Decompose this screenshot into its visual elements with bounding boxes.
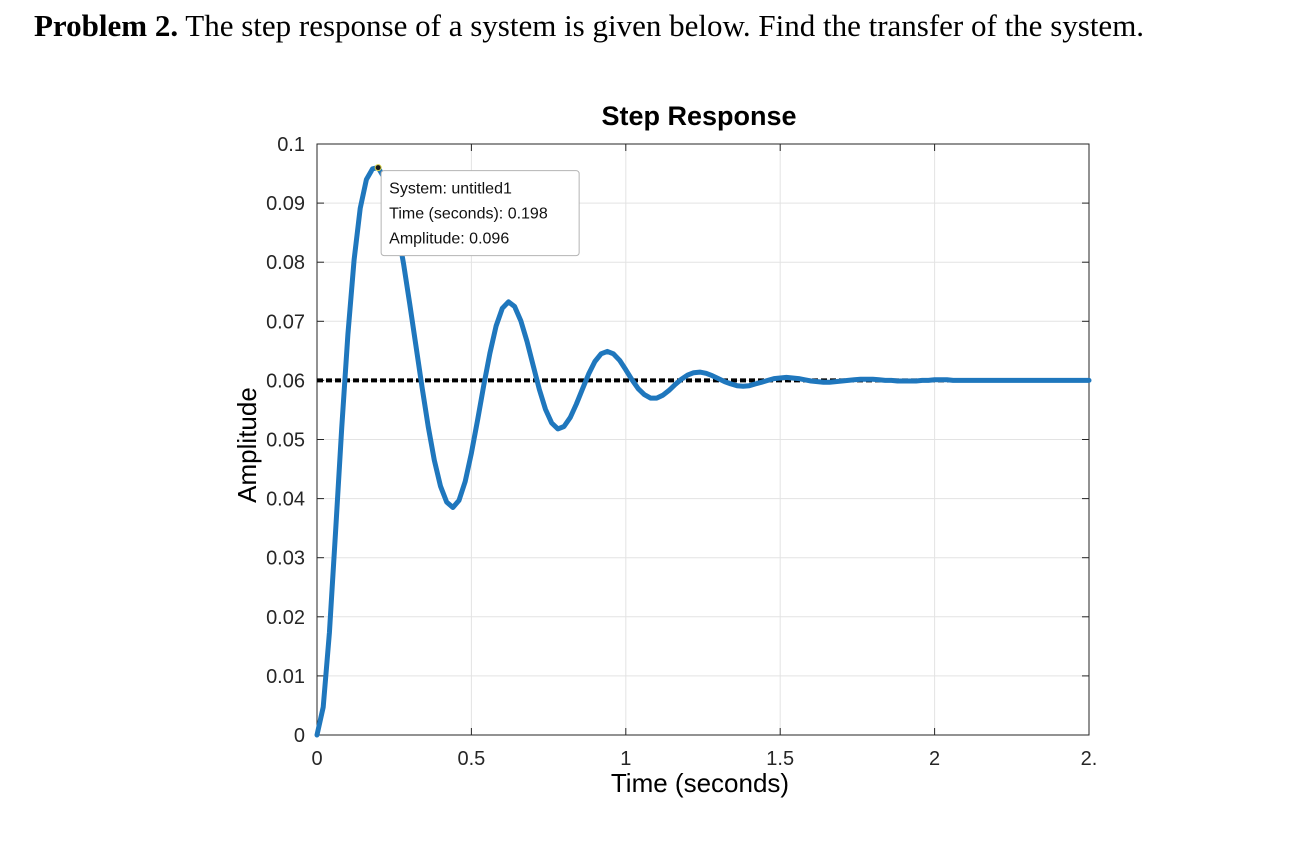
datatip[interactable]: System: untitled1 Time (seconds): 0.198 … [380,170,580,257]
y-tick-label: 0 [294,725,305,747]
y-tick-label: 0.03 [266,548,305,570]
y-tick-label: 0.05 [266,430,305,452]
x-tick-label: 0 [311,748,322,770]
y-tick-label: 0.09 [266,193,305,215]
y-tick-label: 0.02 [266,607,305,629]
y-tick-label: 0.06 [266,370,305,392]
y-tick-label: 0.1 [277,134,305,156]
y-tick-label: 0.01 [266,666,305,688]
axis-ticks: 0 0.5 1 1.5 2 2. 0 0.01 0.02 0.03 0.04 0.05 0.06 0.07… [266,134,1097,770]
y-tick-label: 0.08 [266,252,305,274]
y-tick-label: 0.07 [266,311,305,333]
x-axis-title: Time (seconds) [611,768,789,798]
datatip-amplitude: Amplitude: 0.096 [389,231,509,248]
problem-label: Problem 2. [34,8,179,43]
y-axis-title: Amplitude [232,387,262,503]
datatip-system: System: untitled1 [389,181,512,198]
chart-title: Step Response [601,101,796,131]
x-tick-label: 2. [1081,748,1098,770]
x-tick-label: 2 [929,748,940,770]
y-tick-label: 0.04 [266,489,305,511]
datatip-time: Time (seconds): 0.198 [389,206,548,223]
datatip-background [380,170,580,257]
x-tick-label: 1.5 [766,748,794,770]
x-tick-label: 1 [620,748,631,770]
step-response-curve[interactable] [314,165,1092,738]
x-tick-label: 0.5 [457,748,485,770]
datatip-marker[interactable] [374,164,382,172]
problem-text: The step response of a system is given b… [178,8,1145,43]
problem-statement: Problem 2. The step response of a system… [34,8,1144,44]
